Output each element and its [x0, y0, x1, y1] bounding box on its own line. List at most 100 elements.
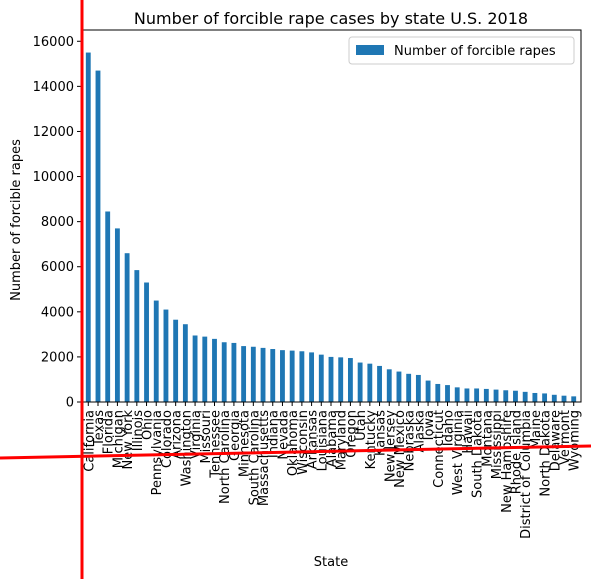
x-tick-label: Alabama [325, 410, 340, 467]
chart-title: Number of forcible rape cases by state U… [134, 9, 528, 28]
overlay-horizontal-line [0, 444, 591, 460]
bar [270, 349, 276, 402]
bar [212, 338, 217, 402]
bar [415, 374, 421, 402]
x-tick-label: District of Columbia [519, 410, 534, 539]
bar [357, 362, 363, 402]
bar [396, 371, 402, 402]
bar [493, 389, 499, 402]
bar [377, 365, 382, 402]
legend-box [348, 36, 575, 65]
x-tick-label: South Carolina [247, 410, 262, 505]
bar [367, 363, 373, 402]
bar [435, 383, 441, 402]
bar [483, 388, 489, 402]
x-tick-label: Missouri [199, 410, 214, 464]
x-tick-label: Indiana [267, 410, 282, 458]
y-tick-label: 10000 [33, 170, 74, 185]
bar [406, 373, 412, 402]
bar [153, 300, 159, 402]
legend-label: Number of forcible rapes [394, 44, 556, 59]
x-tick-label: Rhode Island [509, 410, 524, 494]
bar [202, 336, 208, 402]
y-tick-label: 4000 [41, 305, 74, 320]
bar [561, 395, 567, 402]
x-tick-label: Montana [480, 410, 495, 467]
bar [85, 52, 91, 403]
x-tick-label: Illinois [131, 410, 146, 451]
bar [338, 357, 344, 402]
x-tick-label: Ohio [141, 410, 156, 440]
x-tick-label: Oregon [344, 410, 359, 458]
x-tick-label: Mississippi [490, 410, 505, 479]
bar [231, 342, 237, 402]
bar [260, 347, 266, 402]
x-tick-label: Pennsylvania [150, 410, 165, 495]
bar [454, 387, 460, 402]
bar [144, 282, 149, 402]
x-tick-label: Louisiana [315, 410, 330, 471]
x-tick-label: Massachusetts [257, 410, 272, 506]
x-tick-label: South Dakota [471, 410, 486, 498]
x-tick-label: Washington [179, 410, 194, 486]
y-tick-label: 16000 [33, 35, 74, 50]
x-tick-label: Tennessee [208, 410, 223, 479]
x-tick-label: Virginia [189, 410, 204, 459]
x-tick-label: Maryland [335, 410, 350, 470]
bar [318, 354, 324, 402]
bar [280, 350, 285, 402]
x-tick-label: Wyoming [568, 410, 583, 471]
legend: Number of forcible rapes [348, 36, 575, 65]
x-tick-label: New Hampshire [500, 410, 515, 513]
y-axis: 0 2000 4000 6000 8000 10000 12000 14000 16000 [33, 35, 81, 411]
bar [299, 351, 305, 402]
x-tick-label: Wisconsin [296, 410, 311, 475]
bar [542, 393, 548, 402]
bar [513, 390, 518, 402]
x-tick-label: Alaska [412, 410, 427, 453]
y-tick-label: 6000 [41, 260, 74, 275]
x-tick-label: Maine [529, 410, 544, 449]
legend-swatch [356, 45, 384, 55]
bar [347, 358, 353, 402]
x-tick-label: Michigan [111, 410, 126, 468]
bar [445, 385, 450, 402]
bar [425, 380, 431, 402]
bar [250, 346, 256, 402]
y-tick-label: 12000 [33, 125, 74, 140]
bar [173, 319, 179, 402]
x-tick-label: Nebraska [403, 410, 418, 471]
y-tick-label: 14000 [33, 80, 74, 95]
y-tick-label: 2000 [41, 350, 74, 365]
x-tick-label: Nevada [276, 410, 291, 460]
x-tick-label: Kentucky [364, 410, 379, 470]
x-tick-label: Hawaii [461, 410, 476, 454]
bar [95, 70, 101, 402]
bar [114, 228, 120, 402]
x-tick-label: North Dakota [539, 410, 554, 497]
x-tick-label: Arizona [170, 410, 185, 459]
bar [522, 391, 528, 402]
bar [289, 350, 295, 402]
bar [241, 346, 247, 402]
x-tick-label: Idaho [442, 410, 457, 446]
bar [328, 356, 334, 402]
x-axis-label: State [314, 555, 348, 570]
x-tick-label: Texas [92, 410, 107, 447]
x-tick-label: Oklahoma [286, 410, 301, 476]
x-tick-label: Arkansas [306, 410, 321, 469]
bar [105, 211, 111, 402]
x-tick-label: Georgia [228, 410, 243, 461]
x-tick-label: Vermont [558, 410, 573, 465]
x-tick-label: North Carolina [218, 410, 233, 504]
bar [503, 390, 509, 402]
x-tick-label: Minnesota [238, 410, 253, 477]
x-tick-label: West Virginia [451, 410, 466, 495]
x-tick-label: New Jersey [383, 410, 398, 482]
bar [192, 335, 198, 402]
bar [124, 253, 130, 402]
bar [182, 324, 188, 402]
bar [474, 388, 480, 402]
